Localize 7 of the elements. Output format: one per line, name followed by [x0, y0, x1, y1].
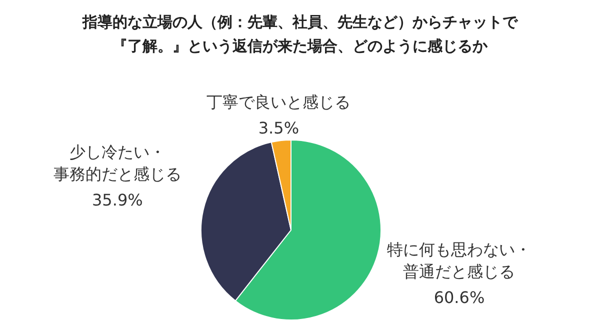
data-label: 35.9% — [92, 190, 143, 210]
data-label: 3.5% — [258, 118, 300, 138]
chart-title: 指導的な立場の人（例：先輩、社員、先生など）からチャットで『了解。』という返信が来た場合、どのように感じるか — [82, 13, 518, 55]
slice-label: 特に何も思わない・普通だと感じる — [387, 240, 532, 282]
slice-label: 少し冷たい・事務的だと感じる — [53, 142, 182, 184]
data-label: 60.6% — [434, 288, 485, 308]
slice-label: 丁寧で良いと感じる — [206, 92, 351, 112]
